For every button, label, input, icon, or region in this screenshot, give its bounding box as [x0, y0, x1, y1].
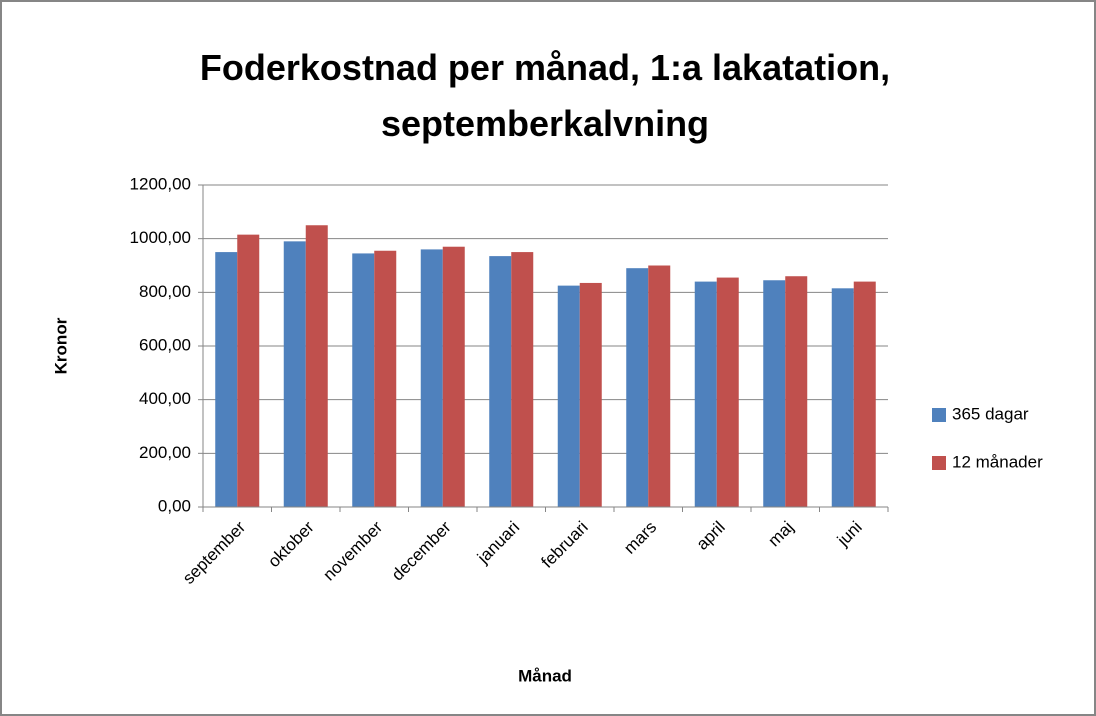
y-tick-label: 400,00 — [139, 389, 191, 408]
y-tick-label: 0,00 — [158, 496, 191, 515]
bar — [648, 265, 671, 507]
bar — [237, 234, 260, 507]
bar — [442, 246, 465, 507]
bar — [352, 253, 375, 507]
bar — [374, 250, 397, 507]
y-tick-label: 1200,00 — [130, 174, 191, 193]
chart-title: Foderkostnad per månad, 1:a lakatation, … — [199, 47, 891, 144]
y-tick-label: 1000,00 — [130, 228, 191, 247]
y-tick-label: 200,00 — [139, 443, 191, 462]
bar — [785, 276, 808, 507]
legend-swatch — [932, 408, 946, 422]
bar — [853, 281, 876, 507]
y-axis-label: Kronor — [51, 317, 70, 374]
bar — [489, 256, 512, 507]
bar — [694, 281, 717, 507]
bar — [831, 288, 854, 507]
x-axis-label: Månad — [518, 666, 572, 685]
legend-swatch — [932, 456, 946, 470]
legend-label: 365 dagar — [952, 404, 1029, 423]
y-tick-label: 600,00 — [139, 335, 191, 354]
bar — [626, 268, 649, 507]
bar — [305, 225, 328, 507]
bar — [557, 285, 580, 507]
legend-label: 12 månader — [952, 452, 1043, 471]
bar — [579, 282, 602, 507]
bar — [511, 252, 534, 507]
bar — [763, 280, 786, 507]
bar — [420, 249, 443, 507]
bar — [215, 252, 238, 507]
bar — [283, 241, 306, 507]
bar — [716, 277, 739, 507]
y-tick-label: 800,00 — [139, 282, 191, 301]
